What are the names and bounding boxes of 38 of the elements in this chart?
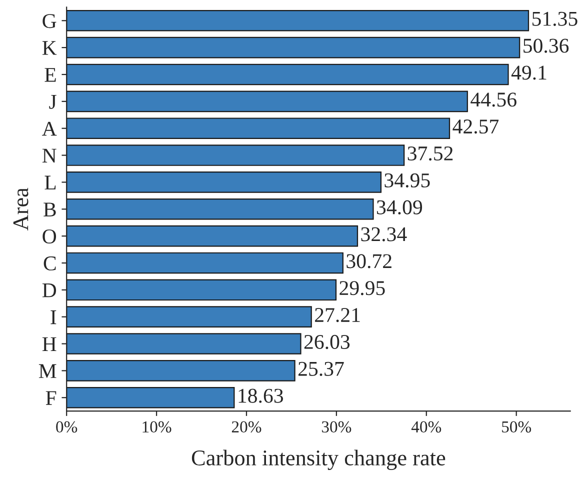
data-label: 25.37 <box>298 362 344 376</box>
y-tick-label: L <box>44 176 56 190</box>
data-label: 18.63 <box>238 388 284 403</box>
y-tick-label: M <box>38 364 56 378</box>
data-label: 34.09 <box>377 200 422 214</box>
y-tick-label: H <box>42 337 56 351</box>
data-label: 27.21 <box>315 308 360 322</box>
data-label: 44.56 <box>470 92 516 107</box>
data-label: 34.95 <box>384 173 430 188</box>
data-label: 37.52 <box>408 146 453 161</box>
y-tick-label: F <box>46 391 56 405</box>
data-label: 49.1 <box>511 66 546 80</box>
data-label: 50.36 <box>524 38 569 53</box>
y-tick-label: D <box>42 283 56 298</box>
data-label: 32.34 <box>361 227 407 242</box>
y-tick-label: E <box>44 68 56 82</box>
data-label: 26.03 <box>304 334 350 350</box>
y-tick-label: N <box>42 148 56 162</box>
y-tick-label: A <box>42 122 57 136</box>
x-axis-title: Carbon intensity change rate <box>192 450 446 470</box>
data-label: 30.72 <box>346 254 392 268</box>
x-tick-label: 50% <box>502 421 532 433</box>
x-tick-label: 20% <box>232 421 262 433</box>
data-label: 51.35 <box>532 12 578 26</box>
x-tick-label: 10% <box>142 421 172 433</box>
y-tick-label: O <box>42 229 56 244</box>
x-tick-label: 0% <box>56 421 78 433</box>
x-tick-label: 30% <box>322 421 352 433</box>
x-tick-label: 40% <box>411 421 442 433</box>
y-axis-title: Area <box>13 188 28 230</box>
y-tick-label: G <box>42 14 56 28</box>
y-tick-label: B <box>44 202 56 216</box>
y-tick-label: K <box>42 41 57 55</box>
y-tick-label: C <box>44 256 56 270</box>
y-tick-label: I <box>50 310 56 324</box>
data-label: 42.57 <box>452 120 499 134</box>
y-tick-label: J <box>49 95 56 109</box>
data-label: 29.95 <box>340 281 385 296</box>
